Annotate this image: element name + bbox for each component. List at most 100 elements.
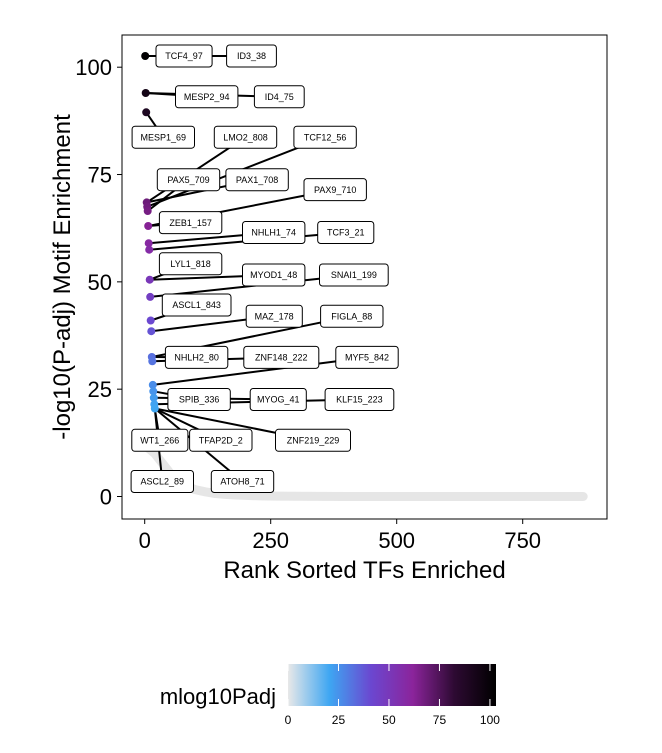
enriched-point [145,245,154,254]
tf-label-text: TCF3_21 [327,228,365,238]
tf-label: ATOH8_71 [210,470,275,493]
tf-label-text: PAX9_710 [314,185,356,195]
tf-label-box [164,345,229,369]
tf-label-text: ASCL1_843 [172,300,221,310]
tf-labels-layer: TCF4_97 ID3_38 MESP2_94 ID4_75 MESP1_69 LMO2_… [130,44,399,493]
tf-label-text: ZNF148_222 [255,353,308,363]
enriched-point [149,387,158,396]
enriched-point [141,89,150,97]
x-axis-title: Rank Sorted TFs Enriched [223,557,505,584]
legend-tick-label: 75 [433,713,447,727]
enriched-point [144,239,153,248]
tf-label-box [242,221,306,244]
legend-tick-label: 0 [285,713,292,727]
tf-label-text: NHLH1_74 [251,228,296,238]
enriched-point [145,275,154,284]
tf-label: FIGLA_88 [320,304,384,328]
tf-label-text: ASCL2_89 [141,477,185,487]
enriched-point [141,52,150,60]
tf-label: NHLH1_74 [242,221,306,244]
color-legend-bar [288,664,496,706]
color-legend-title: mlog10Padj [160,684,276,709]
color-legend: mlog10Padj 0 25 50 75 100 [160,664,500,727]
tf-label-text: ZNF219_229 [287,436,340,446]
tf-label: MAZ_178 [245,304,303,328]
enriched-point [142,108,151,117]
tf-label-text: MESP1_69 [141,132,187,142]
tf-label-box [324,388,395,411]
enriched-point [150,404,159,413]
color-legend-ticks: 0 25 50 75 100 [285,664,500,727]
tf-label: NHLH2_80 [164,345,229,369]
tf-label-text: TFAP2D_2 [199,436,243,446]
tf-label-text: PAX1_708 [236,175,278,185]
tf-label-box [245,304,303,328]
tf-label-box [243,345,320,369]
tf-label-text: PAX5_709 [167,175,209,185]
tf-label-box [167,388,231,411]
tf-label: PAX1_708 [225,168,289,192]
tf-label: TCF4_97 [155,44,213,68]
tf-label-text: MYF5_842 [345,353,389,363]
tf-label-box [213,125,278,149]
tf-label-box [131,125,196,149]
tf-label: LYL1_818 [158,252,223,276]
tf-label-box [155,44,213,68]
tf-label: WT1_266 [131,428,189,452]
tf-label-text: ATOH8_71 [220,477,264,487]
tf-label-text: SPIB_336 [179,395,220,405]
tf-label: PAX5_709 [156,168,221,192]
tf-label: ZEB1_157 [158,211,223,235]
enriched-point [143,207,152,215]
tf-label: LMO2_808 [213,125,278,149]
y-tick-label: 50 [88,270,112,295]
tf-label-box [320,304,384,328]
tf-label: TCF12_56 [293,125,357,149]
tf-label: MYOD1_48 [242,263,306,287]
x-tick-label: 750 [504,528,541,553]
y-tick-label: 25 [88,377,112,402]
tf-label-text: NHLH2_80 [174,353,219,363]
tf-label-box [156,168,221,192]
enriched-point [144,222,153,230]
legend-tick-label: 25 [332,713,346,727]
tf-label-box [275,428,351,452]
tf-label-text: WT1_266 [140,436,179,446]
tf-label-text: FIGLA_88 [331,311,372,321]
background-points-trace [140,440,588,501]
tf-label: ID3_38 [226,44,277,68]
tf-label-box [158,252,223,276]
tf-label-box [335,345,399,369]
tf-label-box [226,44,277,68]
tf-label: SNAI1_199 [319,263,389,287]
tf-label-box [189,428,253,452]
tf-label: SPIB_336 [167,388,231,411]
tf-label-box [317,221,375,244]
tf-label: MYF5_842 [335,345,399,369]
x-axis: 0 250 500 750 [139,519,541,553]
enriched-point [147,327,156,336]
y-axis: 0 25 50 75 100 [75,55,122,510]
tf-label: MESP1_69 [131,125,196,149]
legend-tick-label: 50 [382,713,396,727]
tf-label-box [210,470,275,493]
y-tick-label: 100 [75,55,112,80]
enriched-point [148,357,157,366]
tf-label-box [293,125,357,149]
tf-label-text: MYOD1_48 [250,270,297,280]
y-axis-title: -log10(P-adj) Motif Enrichment [49,114,76,440]
tf-label-text: LMO2_808 [223,132,268,142]
x-tick-label: 250 [252,528,289,553]
x-tick-label: 0 [139,528,151,553]
tf-label-text: SNAI1_199 [331,270,377,280]
tf-label-box [225,168,289,192]
tf-label-text: LYL1_818 [170,259,210,269]
y-tick-label: 0 [100,485,112,510]
enriched-point [146,316,155,325]
tf-label: ZNF148_222 [243,345,320,369]
enriched-point [149,393,158,402]
x-tick-label: 500 [378,528,415,553]
tf-label-box [249,388,307,411]
tf-label-box [319,263,389,287]
